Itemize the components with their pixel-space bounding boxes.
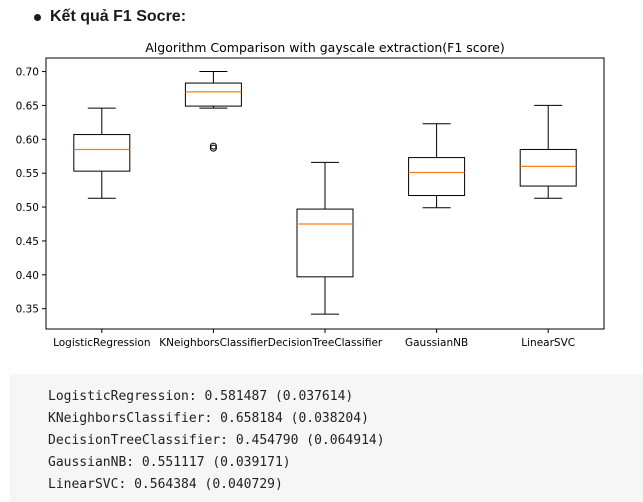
box-kneighbors-classifier xyxy=(184,82,242,107)
output-line-decision-tree-classifier: DecisionTreeClassifier: 0.454790 (0.0649… xyxy=(48,433,385,448)
output-line-logistic-regression: LogisticRegression: 0.581487 (0.037614) xyxy=(48,389,354,404)
box-linear-svc xyxy=(519,148,577,187)
y-tick-label: 0.55 xyxy=(16,168,39,180)
x-tick-label-logistic-regression: LogisticRegression xyxy=(53,337,150,349)
box-gaussian-nb xyxy=(408,157,466,197)
section-heading: Kết quả F1 Socre: xyxy=(34,6,186,28)
y-tick-label: 0.40 xyxy=(16,270,39,282)
y-tick-label: 0.60 xyxy=(16,134,39,146)
y-tick-label: 0.50 xyxy=(16,202,39,214)
flier-kneighbors-classifier-1 xyxy=(209,142,217,150)
y-tick-label: 0.70 xyxy=(16,67,39,79)
output-line-gaussian-nb: GaussianNB: 0.551117 (0.039171) xyxy=(48,455,291,470)
output-line-linear-svc: LinearSVC: 0.564384 (0.040729) xyxy=(48,477,283,492)
y-tick-label: 0.35 xyxy=(16,304,39,316)
x-tick-label-kneighbors-classifier: KNeighborsClassifier xyxy=(159,337,268,349)
x-tick-label-gaussian-nb: GaussianNB xyxy=(405,337,468,349)
x-tick-label-decision-tree-classifier: DecisionTreeClassifier xyxy=(268,337,383,349)
flier-kneighbors-classifier-0 xyxy=(209,144,217,152)
section-heading-text: Kết quả F1 Socre: xyxy=(50,8,187,25)
output-block: LogisticRegression: 0.581487 (0.037614) … xyxy=(10,374,643,502)
box-plot-chart: Algorithm Comparison with gayscale extra… xyxy=(16,40,605,349)
bullet-icon xyxy=(34,13,41,21)
chart-title: Algorithm Comparison with gayscale extra… xyxy=(145,40,505,55)
box-decision-tree-classifier xyxy=(296,208,354,278)
output-line-kneighbors-classifier: KNeighborsClassifier: 0.658184 (0.038204… xyxy=(48,411,369,426)
y-tick-label: 0.45 xyxy=(16,236,39,248)
y-tick-label: 0.65 xyxy=(16,100,39,112)
box-logistic-regression xyxy=(73,134,131,172)
x-tick-label-linear-svc: LinearSVC xyxy=(521,337,575,349)
